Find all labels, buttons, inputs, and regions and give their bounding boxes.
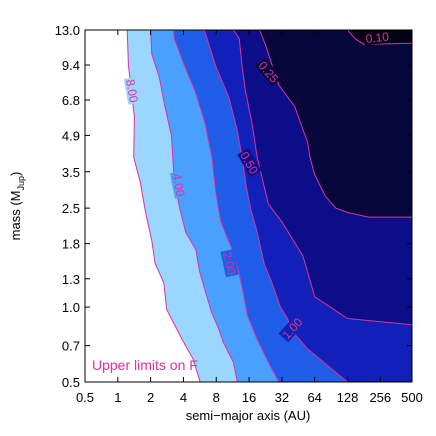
contour-line-8-00 bbox=[126, 30, 201, 382]
y-tick-label: 0.7 bbox=[62, 339, 80, 354]
y-tick-label: 1.8 bbox=[62, 237, 80, 252]
contour-line-2-00 bbox=[173, 30, 280, 382]
x-tick-label: 1 bbox=[114, 390, 121, 405]
contour-lines bbox=[126, 30, 412, 382]
contour-line-0-50 bbox=[232, 30, 412, 326]
chart-annotation: Upper limits on F bbox=[92, 357, 198, 373]
y-tick-label: 2.5 bbox=[62, 201, 80, 216]
y-axis-label: mass (MJup) bbox=[8, 172, 26, 241]
x-axis-label: semi−major axis (AU) bbox=[186, 408, 311, 423]
y-tick-label: 9.4 bbox=[62, 58, 80, 73]
x-axis-ticks: 0.5 1 2 4 8 16 32 64 128 256 500 bbox=[76, 30, 423, 405]
contour-label-gap bbox=[220, 249, 239, 278]
x-tick-label: 4 bbox=[180, 390, 187, 405]
x-tick-label: 32 bbox=[275, 390, 289, 405]
plot-frame bbox=[84, 29, 413, 383]
contour-label-gap bbox=[123, 76, 142, 105]
contour-region-0-25 bbox=[259, 30, 412, 218]
contour-label-gap bbox=[278, 314, 306, 343]
contour-label-gap bbox=[169, 170, 188, 199]
y-tick-label: 1.3 bbox=[62, 272, 80, 287]
x-tick-label: 8 bbox=[213, 390, 220, 405]
contour-label-4-00: 4.00 bbox=[169, 172, 188, 198]
x-tick-label: 64 bbox=[307, 390, 321, 405]
contour-label-8-00: 8.00 bbox=[123, 78, 141, 104]
y-tick-label: 13.0 bbox=[55, 23, 80, 38]
x-tick-label: 0.5 bbox=[76, 390, 94, 405]
x-tick-label: 2 bbox=[147, 390, 154, 405]
contour-label-gap bbox=[255, 57, 283, 87]
y-axis-label-sub: Jup bbox=[16, 176, 26, 191]
y-tick-label: 0.5 bbox=[62, 375, 80, 390]
y-axis-label-main: mass (M bbox=[8, 191, 23, 241]
y-tick-label: 1.0 bbox=[62, 300, 80, 315]
y-tick-label: 3.5 bbox=[62, 165, 80, 180]
contour-line-4-00 bbox=[150, 30, 238, 382]
y-axis-ticks: 0.5 0.7 1.0 1.3 1.8 2.5 3.5 4.9 6.8 9.4 13.0 bbox=[55, 23, 412, 390]
y-tick-label: 6.8 bbox=[62, 93, 80, 108]
contour-line-1-00 bbox=[203, 30, 348, 382]
y-tick-label: 4.9 bbox=[62, 128, 80, 143]
contour-line-0-10 bbox=[347, 30, 412, 45]
contour-label-gap bbox=[237, 148, 262, 178]
x-tick-label: 256 bbox=[369, 390, 391, 405]
x-tick-label: 16 bbox=[242, 390, 256, 405]
contour-label-0-10: 0.10 bbox=[365, 30, 390, 46]
y-axis-label-close: ) bbox=[8, 172, 23, 176]
contour-label-gap bbox=[363, 29, 391, 46]
x-tick-label: 500 bbox=[401, 390, 423, 405]
x-tick-label: 128 bbox=[337, 390, 359, 405]
contour-line-0-25 bbox=[259, 30, 412, 218]
contour-label-2-00: 2.00 bbox=[220, 250, 239, 276]
